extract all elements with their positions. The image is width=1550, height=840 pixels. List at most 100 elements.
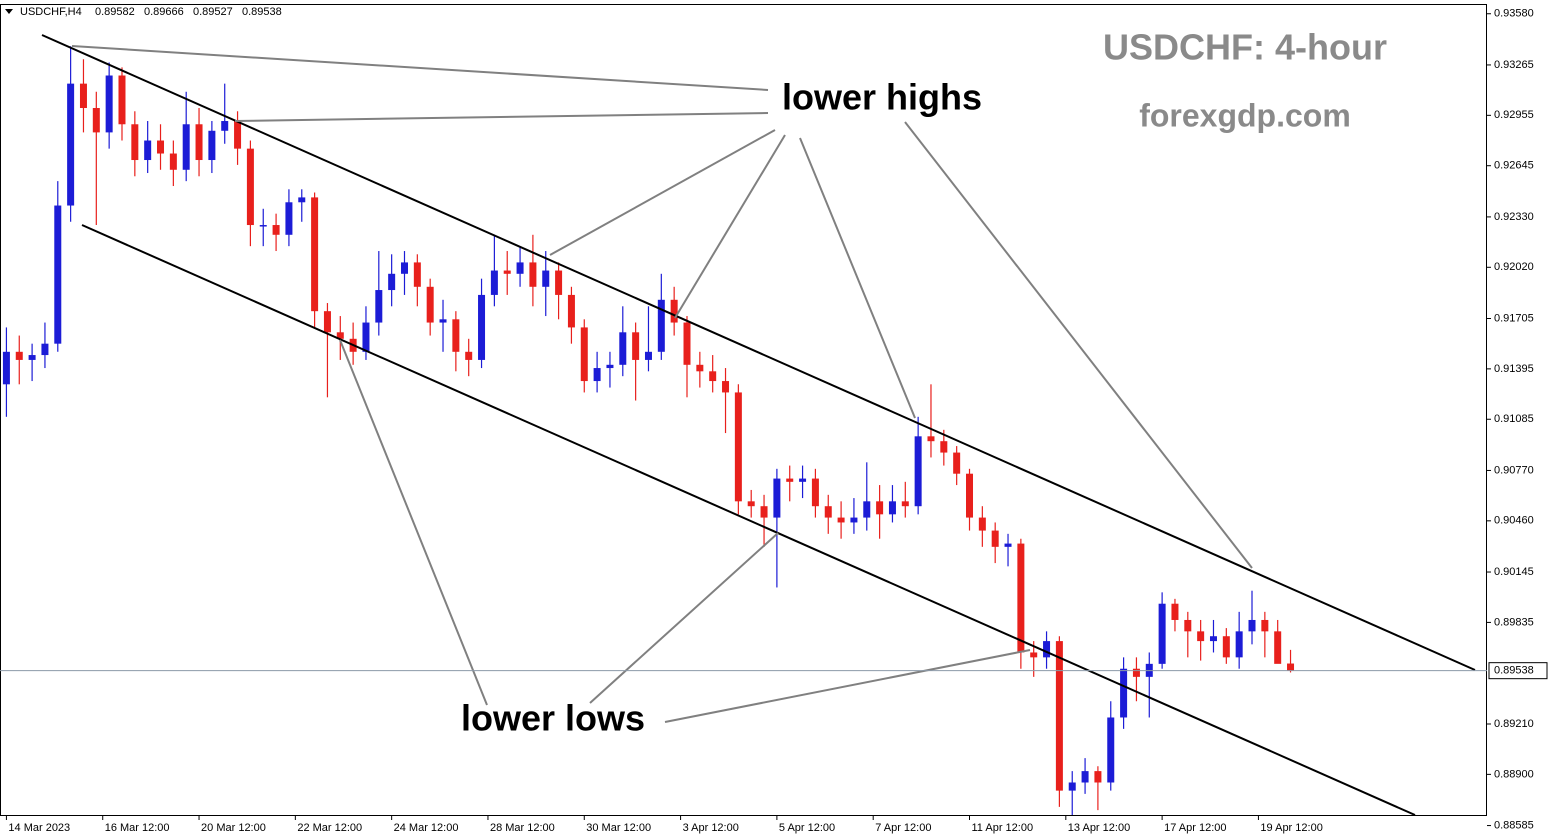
- y-tick-label: 0.89835: [1494, 616, 1534, 628]
- candle-body: [619, 332, 627, 365]
- candle-body: [1094, 771, 1102, 783]
- candle-body: [490, 270, 498, 295]
- candle-body: [182, 124, 190, 170]
- candle-body: [811, 478, 819, 507]
- symbol-label: USDCHF,H4: [20, 6, 82, 18]
- annotation: lower highs: [782, 77, 982, 118]
- candle-body: [105, 75, 113, 133]
- candle-body: [118, 75, 126, 125]
- menu-arrow[interactable]: [5, 9, 13, 14]
- candle-body: [580, 327, 588, 382]
- candle-body: [375, 290, 383, 323]
- header-ohlc: 0.89527: [193, 6, 233, 18]
- x-tick-label: 30 Mar 12:00: [586, 822, 651, 834]
- candle-body: [991, 530, 999, 547]
- x-tick-label: 24 Mar 12:00: [394, 822, 459, 834]
- candle-body: [208, 130, 216, 161]
- candle-body: [747, 501, 755, 507]
- candle-body: [593, 368, 601, 382]
- x-tick-label: 3 Apr 12:00: [683, 822, 739, 834]
- candle-body: [41, 343, 49, 356]
- y-tick-label: 0.91085: [1494, 413, 1534, 425]
- candle-body: [195, 124, 203, 161]
- candle-body: [1120, 668, 1128, 718]
- pointer: [904, 121, 1253, 569]
- pointer: [234, 112, 769, 122]
- candle-body: [799, 478, 807, 482]
- candle-body: [940, 441, 948, 453]
- candle-body: [760, 506, 768, 518]
- candle-body: [1261, 619, 1269, 632]
- y-tick-label: 0.93265: [1494, 59, 1534, 71]
- lower-channel-line: [81, 224, 1416, 816]
- candle-body: [1068, 782, 1076, 791]
- x-tick-label: 20 Mar 12:00: [201, 822, 266, 834]
- pointer: [589, 532, 779, 704]
- plot-frame: [0, 4, 1487, 816]
- candle-body: [850, 517, 858, 523]
- candle-body: [1132, 668, 1140, 677]
- chart-subtitle: forexgdp.com: [1139, 97, 1351, 133]
- y-tick-label: 0.88900: [1494, 768, 1534, 780]
- candle-body: [503, 270, 511, 274]
- candle-body: [657, 299, 665, 352]
- candle-body: [1184, 619, 1192, 632]
- candle-body: [15, 351, 23, 360]
- pointer: [71, 45, 769, 91]
- pointer: [799, 137, 916, 419]
- candle-body: [927, 436, 935, 442]
- candle-body: [516, 262, 524, 274]
- y-tick-label: 0.88585: [1494, 819, 1534, 831]
- x-tick-label: 14 Mar 2023: [8, 822, 70, 834]
- y-tick-label: 0.92955: [1494, 109, 1534, 121]
- pointer: [339, 339, 488, 706]
- candle-body: [863, 501, 871, 518]
- candle-body: [169, 153, 177, 170]
- candle-body: [1171, 603, 1179, 620]
- candles: [2, 46, 1295, 815]
- y-tick-label: 0.92330: [1494, 211, 1534, 223]
- candle-body: [632, 332, 640, 360]
- candle-body: [824, 506, 832, 518]
- candle-body: [901, 501, 909, 507]
- candle-body: [542, 270, 550, 287]
- candle-body: [1017, 543, 1025, 653]
- candle-body: [388, 273, 396, 291]
- candle-body: [966, 473, 974, 518]
- candle-body: [413, 262, 421, 287]
- annotation: lower lows: [461, 698, 645, 739]
- candle-body: [131, 124, 139, 161]
- candle-body: [400, 262, 408, 274]
- current-price-label: 0.89538: [1494, 665, 1534, 677]
- y-tick-label: 0.93580: [1494, 8, 1534, 20]
- candle-body: [336, 332, 344, 339]
- candle-body: [978, 517, 986, 531]
- candle-body: [1197, 631, 1205, 642]
- x-tick-label: 13 Apr 12:00: [1068, 822, 1130, 834]
- candle-body: [144, 140, 152, 161]
- candle-body: [773, 478, 781, 518]
- candle-body: [1043, 641, 1051, 658]
- pointer: [549, 129, 776, 256]
- lower-lows-pointers: [339, 339, 1031, 723]
- candle-body: [426, 286, 434, 323]
- candle-body: [914, 436, 922, 507]
- candle-body: [285, 202, 293, 235]
- candle-body: [298, 197, 306, 203]
- candle-body: [54, 205, 62, 344]
- candle-body: [1274, 631, 1282, 664]
- candle-body: [786, 478, 794, 482]
- candle-body: [670, 299, 678, 323]
- header-ohlc: 0.89666: [144, 6, 184, 18]
- candle-body: [1107, 717, 1115, 783]
- candle-body: [683, 322, 691, 365]
- y-tick-label: 0.90770: [1494, 464, 1534, 476]
- candle-body: [1158, 603, 1166, 664]
- header-ohlc: 0.89582: [95, 6, 135, 18]
- candle-body: [478, 294, 486, 360]
- x-tick-label: 28 Mar 12:00: [490, 822, 555, 834]
- y-tick-label: 0.89210: [1494, 718, 1534, 730]
- candle-body: [221, 121, 229, 131]
- candle-body: [734, 392, 742, 502]
